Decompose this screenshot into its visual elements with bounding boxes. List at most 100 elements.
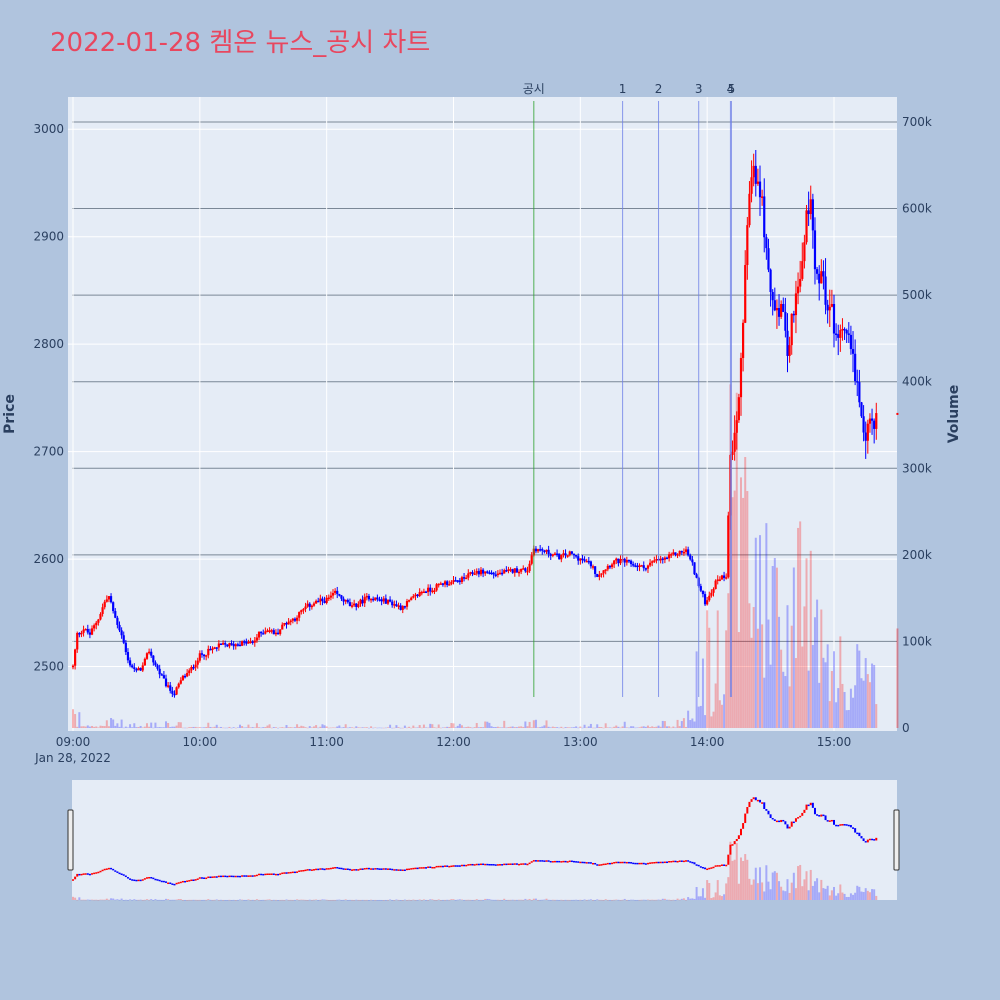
candle	[164, 678, 168, 687]
candle	[348, 602, 352, 606]
range-volume-bar	[165, 898, 168, 900]
range-candle	[279, 873, 282, 875]
volume-bar	[537, 727, 540, 728]
range-candle	[198, 877, 201, 879]
volume-bar	[439, 727, 442, 729]
volume-bar	[589, 723, 592, 728]
range-candle	[207, 876, 210, 879]
candle	[862, 416, 865, 433]
candle	[718, 579, 721, 581]
range-candle	[784, 821, 787, 825]
range-candle	[327, 868, 330, 870]
range-volume-bar	[646, 899, 649, 901]
range-candle	[539, 860, 542, 862]
range-volume-bar	[205, 899, 208, 901]
range-candle	[332, 867, 335, 869]
range-candle	[484, 863, 487, 866]
range-candle	[657, 861, 660, 864]
range-volume-bar	[782, 890, 785, 900]
candle	[319, 598, 322, 602]
range-candle	[866, 839, 869, 843]
candle	[638, 565, 641, 567]
candle	[128, 660, 132, 666]
candle	[109, 596, 113, 603]
candle	[712, 588, 715, 593]
candle	[126, 652, 130, 661]
volume-bar	[509, 726, 512, 728]
range-candle	[361, 868, 364, 870]
volume-bar	[492, 727, 495, 728]
range-volume-bar	[139, 899, 142, 901]
range-volume-bar	[704, 897, 707, 900]
volume-bar	[410, 727, 413, 729]
volume-bar	[742, 497, 745, 728]
range-candle	[689, 861, 692, 863]
range-volume-bar	[78, 897, 81, 900]
y-tick-label: 3000	[33, 122, 64, 136]
price-gridlines	[68, 128, 897, 668]
range-volume-bar	[372, 899, 375, 901]
range-volume-bar	[583, 899, 586, 900]
volume-bar	[674, 727, 677, 729]
range-volume-bar	[685, 899, 688, 901]
candle	[382, 598, 385, 602]
volume-bar	[80, 726, 83, 728]
candle	[678, 550, 681, 555]
range-candle	[799, 815, 802, 818]
volume-bar	[807, 670, 810, 728]
candle	[346, 599, 349, 603]
range-candle	[302, 869, 305, 872]
candle	[665, 557, 669, 560]
volume-bar	[752, 607, 755, 728]
candle	[737, 397, 740, 421]
volume-bar	[632, 726, 635, 728]
volume-bar	[704, 715, 707, 728]
volume-bar	[416, 727, 419, 728]
volume-bar	[192, 726, 195, 728]
range-volume-bar	[469, 899, 472, 901]
candle	[503, 570, 506, 574]
range-candle	[325, 868, 328, 870]
range-candle	[74, 876, 77, 880]
range-candle	[344, 868, 347, 870]
y2-axis-title: Volume	[946, 385, 962, 444]
closing-volume-bar	[896, 628, 899, 728]
volume-bar	[790, 625, 793, 728]
candle	[80, 632, 83, 635]
range-volume-bar	[499, 899, 502, 901]
volume-bar	[397, 727, 400, 728]
candle	[414, 594, 417, 597]
candle	[321, 598, 324, 601]
volume-bar	[84, 726, 87, 728]
candle	[632, 564, 635, 566]
volume-bar	[441, 727, 444, 728]
volume-bar	[818, 682, 821, 728]
range-candle	[547, 860, 550, 862]
range-volume-bar	[503, 898, 506, 900]
volume-bar	[91, 725, 94, 728]
range-candle	[697, 864, 700, 867]
volume-bar	[245, 727, 248, 728]
candle	[427, 587, 430, 593]
range-volume-bar	[135, 899, 138, 901]
volume-bar	[556, 727, 559, 728]
volume-bar	[116, 723, 119, 728]
volume-bar	[581, 727, 584, 729]
range-volume-bar	[615, 899, 618, 901]
range-volume-bar	[860, 891, 863, 900]
candle	[739, 358, 743, 398]
candle	[558, 553, 561, 560]
candle	[95, 622, 98, 626]
candle	[264, 631, 267, 634]
volume-bar	[820, 609, 823, 728]
range-candle	[293, 871, 296, 874]
range-candle	[232, 875, 235, 878]
range-candle	[685, 860, 688, 862]
range-candle	[384, 868, 387, 870]
candle	[689, 555, 692, 560]
candle	[156, 665, 159, 669]
range-volume-bar	[188, 899, 191, 901]
range-candle	[186, 880, 189, 882]
range-candle	[600, 864, 603, 866]
range-volume-bar	[742, 860, 745, 900]
